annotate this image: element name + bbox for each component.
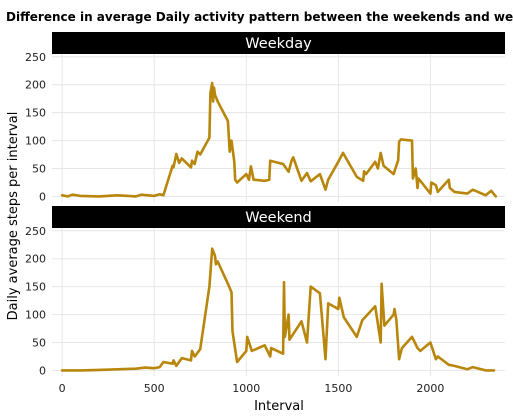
- series-line-weekday: [60, 81, 498, 198]
- y-tick-label: 250: [25, 225, 46, 238]
- x-tick-label: 1000: [232, 382, 260, 395]
- x-tick-label: 1500: [324, 382, 352, 395]
- x-tick-label: 2000: [416, 382, 444, 395]
- y-axis-title: Daily average steps per interval: [6, 112, 21, 321]
- y-tick-label: 150: [25, 107, 46, 120]
- y-tick-label: 0: [39, 190, 46, 203]
- facet-strip-label: Weekday: [245, 36, 312, 52]
- x-tick-label: 0: [59, 382, 66, 395]
- x-axis: 0 500 1000 1500 2000: [59, 382, 445, 395]
- facet-strip-background: [52, 206, 505, 228]
- y-tick-label: 50: [32, 162, 46, 175]
- panel-weekday: Weekday 0 50 100 150 200 250: [25, 32, 505, 203]
- y-tick-label: 0: [39, 364, 46, 377]
- y-tick-label: 150: [25, 281, 46, 294]
- y-tick-label: 100: [25, 309, 46, 322]
- facet-strip-background: [52, 32, 505, 54]
- facet-strip-label: Weekend: [245, 210, 312, 226]
- series-line-weekend: [60, 247, 496, 372]
- y-tick-label: 200: [25, 253, 46, 266]
- x-tick-label: 500: [144, 382, 165, 395]
- y-tick-label: 250: [25, 51, 46, 64]
- chart-title: Difference in average Daily activity pat…: [6, 10, 513, 24]
- y-tick-label: 100: [25, 135, 46, 148]
- y-tick-label: 50: [32, 336, 46, 349]
- x-axis-title: Interval: [254, 399, 304, 414]
- y-tick-label: 200: [25, 79, 46, 92]
- panel-weekend: Weekend 0 50 100 150 200 250: [25, 206, 505, 377]
- chart-panels: Weekday 0 50 100 150 200 250 Weekend 0 50 100 150 20…: [25, 32, 505, 377]
